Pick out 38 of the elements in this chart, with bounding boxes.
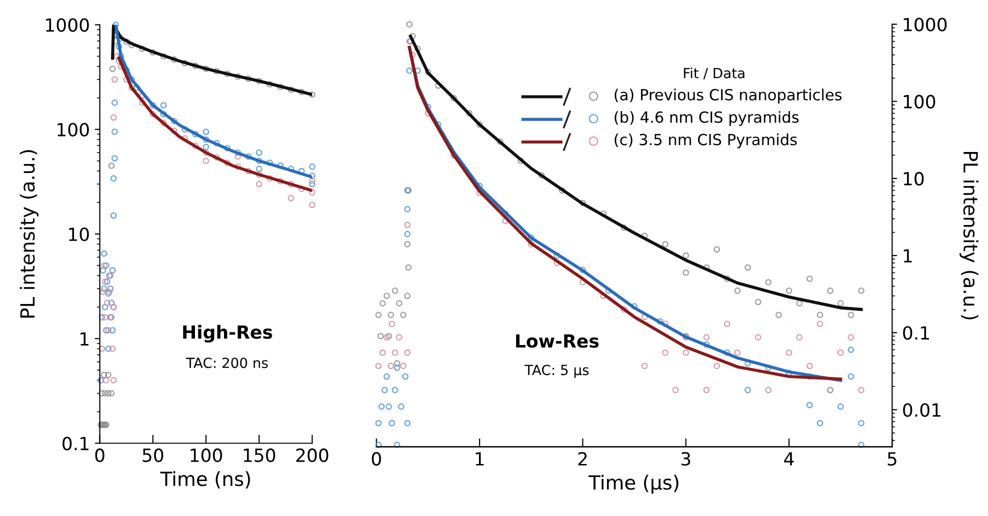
x-tick-label: 5 xyxy=(888,452,896,466)
x-tick-label: 200 xyxy=(296,448,328,462)
y2-axis-title: PL intensity (a.u.) xyxy=(960,152,978,320)
y2-tick-label: 100 xyxy=(904,94,936,108)
x-tick-label: 0 xyxy=(372,452,381,466)
x-tick-label: 150 xyxy=(244,448,276,462)
x-tick-label: 100 xyxy=(190,448,222,462)
y2-tick-label: 10 xyxy=(904,172,924,186)
y2-tick-label: 0.01 xyxy=(903,403,940,417)
line-series xyxy=(117,56,312,192)
legend-title: Fit / Data xyxy=(684,68,744,80)
x-tick-label: 0 xyxy=(95,448,104,462)
x-axis-title: Time (ns) xyxy=(160,471,250,488)
line-series xyxy=(114,24,312,179)
legend-label: (b) 4.6 nm CIS pyramids xyxy=(614,111,799,126)
annotation: High-Res xyxy=(183,324,272,343)
x-tick-label: 3 xyxy=(682,452,690,466)
legend-label: (a) Previous CIS nanoparticles xyxy=(614,88,842,104)
annotation: Low-Res xyxy=(516,334,599,348)
y2-tick-label: 1 xyxy=(904,249,912,262)
y-tick-label: 10 xyxy=(69,227,89,242)
y2-tick-label: 0.1 xyxy=(903,326,929,340)
x-tick-label: 2 xyxy=(578,452,587,466)
y-axis-title: PL intensity (a.u.) xyxy=(20,150,39,318)
legend-label: (c) 3.5 nm CIS Pyramids xyxy=(614,134,797,148)
y-tick-label: 0.1 xyxy=(62,436,88,450)
y2-tick-label: 1000 xyxy=(904,18,947,32)
line-series xyxy=(408,34,863,311)
y-tick-label: 1 xyxy=(80,332,88,346)
y-tick-label: 100 xyxy=(58,122,89,137)
x-tick-label: 1 xyxy=(476,452,484,466)
x-tick-label: 4 xyxy=(784,452,794,466)
x-axis-title: Time (μs) xyxy=(588,474,678,494)
y-tick-label: 1000 xyxy=(46,18,89,32)
x-tick-label: 50 xyxy=(142,448,164,462)
line-series xyxy=(111,24,312,96)
annotation: TAC: 200 ns xyxy=(186,358,268,368)
annotation: TAC: 5 μs xyxy=(524,364,589,378)
